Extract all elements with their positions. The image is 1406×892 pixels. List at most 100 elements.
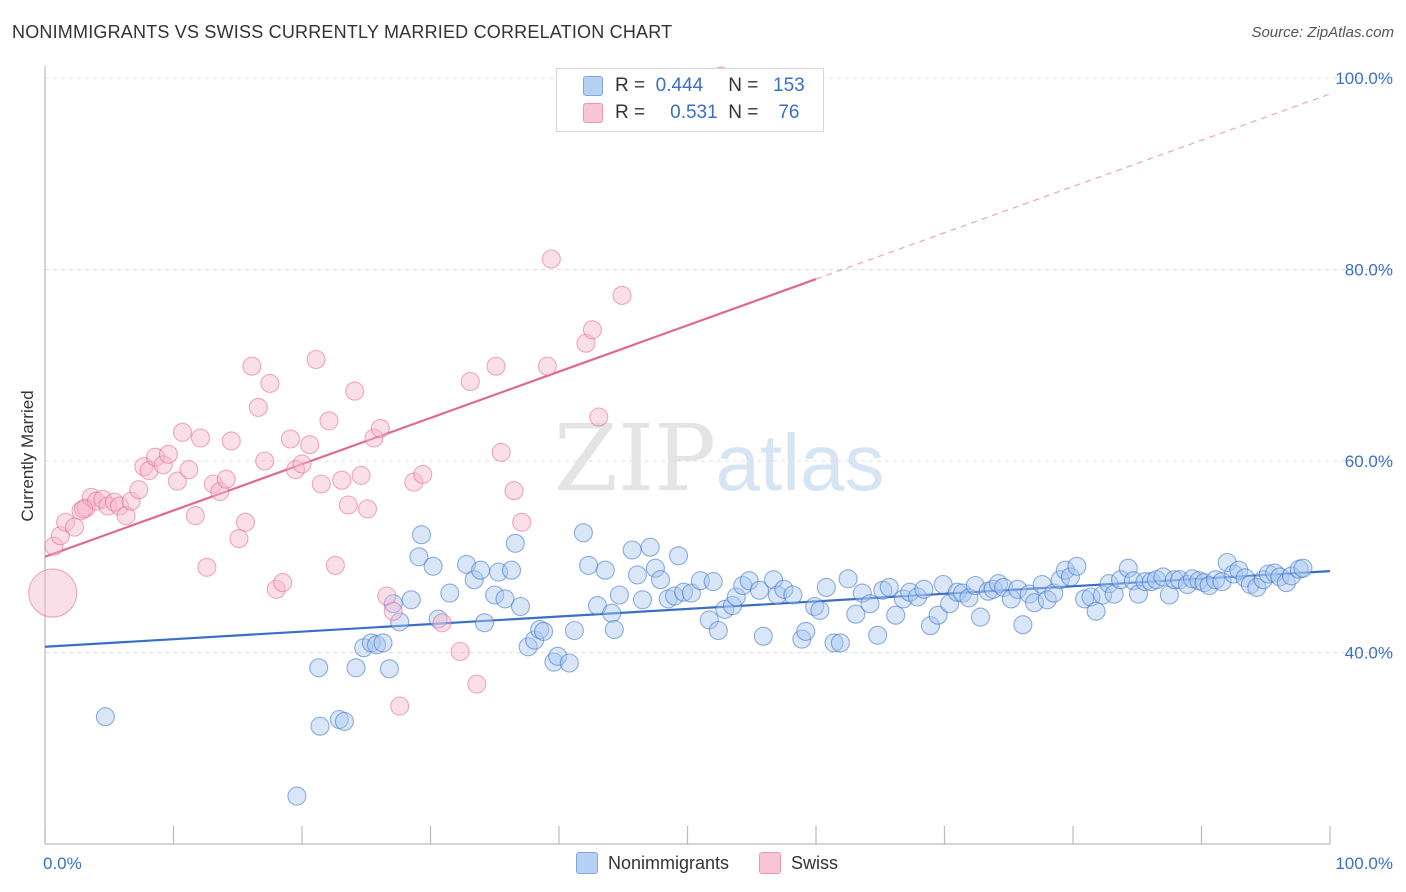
point-swiss — [273, 573, 293, 593]
point-swiss — [190, 428, 211, 448]
point-nonimmigrants — [1177, 574, 1197, 595]
y-tick-label: 80.0% — [1345, 261, 1393, 280]
point-nonimmigrants — [1075, 589, 1095, 609]
point-nonimmigrants — [739, 571, 759, 591]
point-swiss — [203, 474, 223, 494]
point-nonimmigrants — [485, 585, 505, 605]
point-nonimmigrants — [604, 619, 624, 640]
point-nonimmigrants — [1247, 577, 1267, 597]
data-points — [28, 66, 1313, 806]
point-swiss — [28, 568, 78, 618]
point-nonimmigrants — [860, 594, 880, 614]
legend-swatch-swiss — [759, 852, 782, 874]
point-nonimmigrants — [456, 554, 477, 574]
point-nonimmigrants — [428, 609, 448, 629]
point-nonimmigrants — [510, 596, 531, 617]
point-nonimmigrants — [423, 556, 443, 576]
trend-lines — [44, 93, 1331, 648]
point-swiss — [235, 512, 256, 532]
point-nonimmigrants — [1118, 558, 1138, 578]
point-nonimmigrants — [783, 585, 803, 605]
point-nonimmigrants — [287, 786, 307, 806]
point-swiss — [612, 285, 632, 305]
point-swiss — [109, 496, 130, 516]
point-nonimmigrants — [309, 658, 329, 678]
point-swiss — [311, 474, 331, 494]
n-label: N = — [728, 102, 759, 123]
n-value-nonimmigrants: 153 — [773, 75, 805, 96]
point-swiss — [104, 492, 124, 512]
point-nonimmigrants — [1224, 564, 1244, 584]
source-label: Source: ZipAtlas.com — [1251, 24, 1394, 41]
point-swiss — [413, 464, 433, 484]
trend-swiss — [44, 278, 817, 558]
legend-row-swiss: R = 0.531 N = 76 — [583, 100, 809, 126]
point-swiss — [221, 431, 241, 451]
point-swiss — [210, 482, 230, 502]
point-swiss — [512, 512, 532, 532]
point-nonimmigrants — [959, 588, 979, 608]
point-nonimmigrants — [595, 560, 615, 580]
point-nonimmigrants — [838, 569, 858, 589]
point-nonimmigrants — [708, 620, 728, 641]
point-nonimmigrants — [1086, 601, 1106, 621]
point-nonimmigrants — [668, 546, 689, 566]
point-nonimmigrants — [703, 572, 723, 592]
point-nonimmigrants — [1281, 566, 1302, 586]
axes — [44, 66, 1331, 845]
point-nonimmigrants — [334, 711, 354, 731]
point-nonimmigrants — [310, 716, 330, 736]
point-nonimmigrants — [1253, 570, 1273, 590]
point-nonimmigrants — [548, 646, 568, 666]
legend-swatch-nonimmigrants — [576, 852, 598, 874]
point-nonimmigrants — [501, 560, 522, 580]
n-label: N = — [728, 75, 759, 96]
point-nonimmigrants — [505, 533, 525, 553]
point-nonimmigrants — [805, 596, 825, 617]
point-nonimmigrants — [920, 616, 940, 636]
point-nonimmigrants — [674, 582, 694, 602]
point-nonimmigrants — [1013, 615, 1033, 635]
point-nonimmigrants — [1128, 584, 1149, 604]
point-swiss — [582, 320, 602, 340]
point-nonimmigrants — [401, 590, 421, 610]
point-nonimmigrants — [753, 626, 773, 646]
point-swiss — [73, 499, 94, 519]
point-nonimmigrants — [764, 570, 784, 590]
point-swiss — [44, 536, 64, 556]
legend-label-swiss: Swiss — [791, 852, 839, 873]
point-nonimmigrants — [1081, 587, 1101, 607]
point-swiss — [345, 381, 365, 401]
point-nonimmigrants — [796, 621, 816, 641]
point-nonimmigrants — [1060, 567, 1080, 587]
r-label: R = — [615, 102, 646, 123]
point-nonimmigrants — [440, 583, 460, 603]
point-swiss — [537, 356, 557, 376]
series-legend: Nonimmigrants Swiss — [576, 852, 838, 874]
correlation-legend: R = 0.444 N = 153 R = 0.531 N = 76 — [556, 68, 824, 132]
point-nonimmigrants — [1067, 556, 1087, 576]
x-tick-label-max: 100.0% — [1335, 854, 1393, 873]
point-nonimmigrants — [1001, 589, 1021, 609]
point-nonimmigrants — [411, 525, 432, 545]
point-nonimmigrants — [373, 633, 393, 653]
point-nonimmigrants — [830, 633, 850, 653]
chart-title: NONIMMIGRANTS VS SWISS CURRENTLY MARRIED… — [12, 22, 673, 42]
point-swiss — [121, 491, 141, 511]
y-tick-label: 60.0% — [1345, 452, 1393, 471]
point-nonimmigrants — [609, 585, 629, 605]
point-swiss — [65, 517, 85, 537]
point-nonimmigrants — [994, 577, 1014, 597]
n-value-swiss: 76 — [778, 102, 800, 123]
point-swiss — [390, 696, 410, 716]
point-nonimmigrants — [868, 625, 888, 645]
point-nonimmigrants — [495, 589, 515, 609]
point-nonimmigrants — [627, 565, 647, 585]
point-nonimmigrants — [602, 603, 622, 623]
point-swiss — [248, 397, 268, 417]
point-swiss — [116, 506, 136, 526]
y-tick-label: 100.0% — [1335, 69, 1393, 88]
point-nonimmigrants — [474, 613, 495, 633]
watermark-atlas: atlas — [716, 418, 885, 507]
